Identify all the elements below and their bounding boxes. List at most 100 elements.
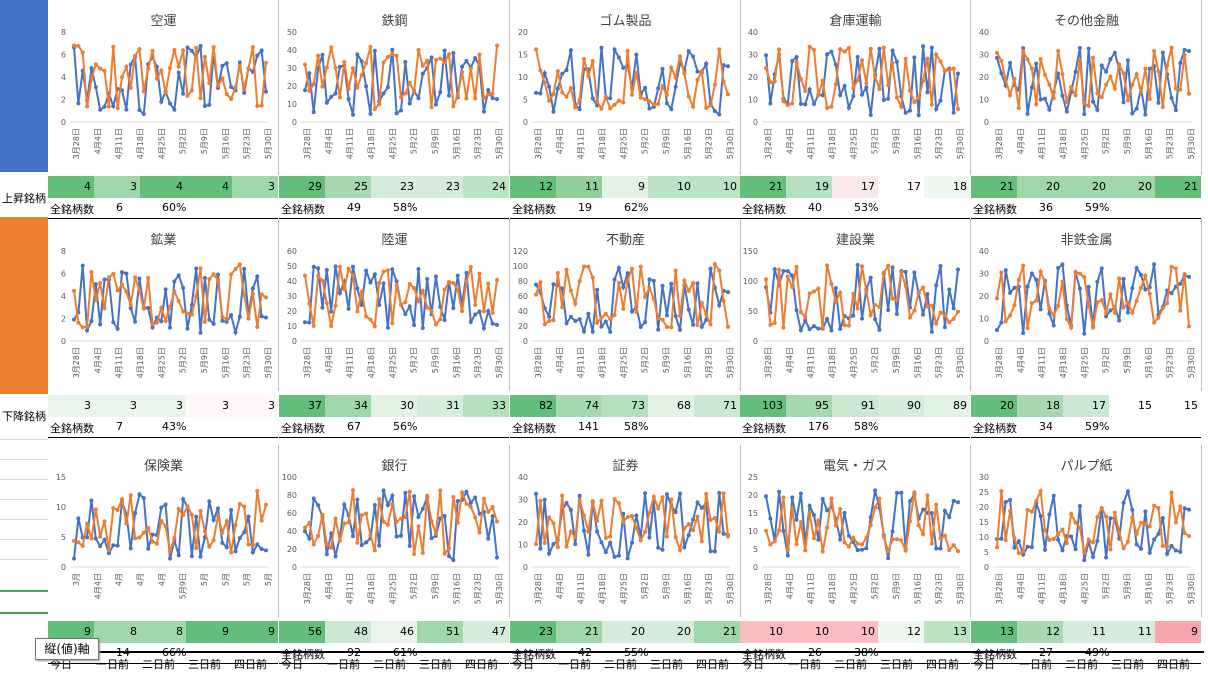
rise-ratio[interactable]: 58% <box>854 420 879 433</box>
count-cell[interactable]: 20 <box>1017 176 1063 198</box>
count-cell[interactable]: 4 <box>140 176 186 198</box>
count-cell[interactable]: 10 <box>694 176 740 198</box>
count-cell[interactable]: 3 <box>94 395 140 417</box>
count-cell[interactable]: 9 <box>48 621 94 643</box>
count-cell[interactable]: 15 <box>1155 395 1201 417</box>
total-count[interactable]: 49 <box>347 201 361 214</box>
count-cell[interactable]: 20 <box>1063 176 1109 198</box>
count-cell[interactable]: 30 <box>371 395 417 417</box>
count-cell[interactable]: 12 <box>878 621 924 643</box>
count-cell[interactable]: 3 <box>94 176 140 198</box>
count-cell[interactable]: 33 <box>463 395 509 417</box>
count-cell[interactable]: 90 <box>878 395 924 417</box>
count-cell[interactable]: 25 <box>325 176 371 198</box>
count-cell[interactable]: 10 <box>786 621 832 643</box>
total-count[interactable]: 67 <box>347 420 361 433</box>
count-cell[interactable]: 29 <box>279 176 325 198</box>
count-cell[interactable]: 34 <box>325 395 371 417</box>
count-cell[interactable]: 11 <box>1063 621 1109 643</box>
count-cell[interactable]: 73 <box>602 395 648 417</box>
total-count[interactable]: 34 <box>1039 420 1053 433</box>
count-cell[interactable]: 31 <box>417 395 463 417</box>
total-count[interactable]: 176 <box>808 420 829 433</box>
count-cell[interactable]: 46 <box>371 621 417 643</box>
rise-ratio[interactable]: 58% <box>624 420 649 433</box>
count-cell[interactable]: 19 <box>786 176 832 198</box>
count-cell[interactable]: 11 <box>556 176 602 198</box>
count-cell[interactable]: 21 <box>740 176 786 198</box>
count-cell[interactable]: 13 <box>971 621 1017 643</box>
count-cell[interactable]: 17 <box>832 176 878 198</box>
count-cell[interactable]: 3 <box>186 395 232 417</box>
count-cell[interactable]: 12 <box>510 176 556 198</box>
count-cell[interactable]: 20 <box>1109 176 1155 198</box>
count-cell[interactable]: 3 <box>232 176 278 198</box>
total-count[interactable]: 141 <box>578 420 599 433</box>
rise-ratio[interactable]: 62% <box>624 201 649 214</box>
count-cell[interactable]: 9 <box>232 621 278 643</box>
count-cell[interactable]: 4 <box>186 176 232 198</box>
count-cell[interactable]: 3 <box>48 395 94 417</box>
count-cell[interactable]: 89 <box>924 395 970 417</box>
count-cell[interactable]: 56 <box>279 621 325 643</box>
count-cell[interactable]: 10 <box>648 176 694 198</box>
count-cell[interactable]: 17 <box>878 176 924 198</box>
count-cell[interactable]: 21 <box>971 176 1017 198</box>
count-cell[interactable]: 8 <box>140 621 186 643</box>
rise-ratio[interactable]: 59% <box>1085 420 1110 433</box>
count-cell[interactable]: 71 <box>694 395 740 417</box>
count-cell[interactable]: 17 <box>1063 395 1109 417</box>
rise-ratio[interactable]: 53% <box>854 201 879 214</box>
count-cell[interactable]: 37 <box>279 395 325 417</box>
rise-ratio[interactable]: 43% <box>162 420 187 433</box>
count-cell[interactable]: 23 <box>371 176 417 198</box>
count-cell[interactable]: 10 <box>740 621 786 643</box>
total-count[interactable]: 7 <box>116 420 123 433</box>
count-cell[interactable]: 4 <box>48 176 94 198</box>
count-cell[interactable]: 103 <box>740 395 786 417</box>
count-cell[interactable]: 21 <box>556 621 602 643</box>
count-cell[interactable]: 51 <box>417 621 463 643</box>
rise-ratio[interactable]: 59% <box>1085 201 1110 214</box>
count-cell[interactable]: 24 <box>463 176 509 198</box>
count-cell[interactable]: 9 <box>602 176 648 198</box>
count-cell[interactable]: 10 <box>832 621 878 643</box>
count-cell[interactable]: 95 <box>786 395 832 417</box>
count-cell[interactable]: 74 <box>556 395 602 417</box>
count-cell[interactable]: 21 <box>694 621 740 643</box>
count-cell[interactable]: 21 <box>1155 176 1201 198</box>
total-count[interactable]: 40 <box>808 201 822 214</box>
count-cell[interactable]: 12 <box>1017 621 1063 643</box>
count-cell[interactable]: 9 <box>186 621 232 643</box>
count-cell[interactable]: 20 <box>971 395 1017 417</box>
count-cell[interactable]: 9 <box>1155 621 1201 643</box>
total-count[interactable]: 6 <box>116 201 123 214</box>
count-cell[interactable]: 23 <box>417 176 463 198</box>
count-cell[interactable]: 3 <box>140 395 186 417</box>
count-cell[interactable]: 23 <box>510 621 556 643</box>
count-cell[interactable]: 68 <box>648 395 694 417</box>
count-cell[interactable]: 47 <box>463 621 509 643</box>
count-cell[interactable]: 18 <box>1017 395 1063 417</box>
count-cell[interactable]: 8 <box>94 621 140 643</box>
total-count[interactable]: 19 <box>578 201 592 214</box>
count-cell[interactable]: 3 <box>232 395 278 417</box>
rise-ratio[interactable]: 58% <box>393 201 418 214</box>
count-cell[interactable]: 82 <box>510 395 556 417</box>
count-cell[interactable]: 91 <box>832 395 878 417</box>
count-cell[interactable]: 15 <box>1109 395 1155 417</box>
count-cell[interactable]: 48 <box>325 621 371 643</box>
count-cell[interactable]: 20 <box>602 621 648 643</box>
